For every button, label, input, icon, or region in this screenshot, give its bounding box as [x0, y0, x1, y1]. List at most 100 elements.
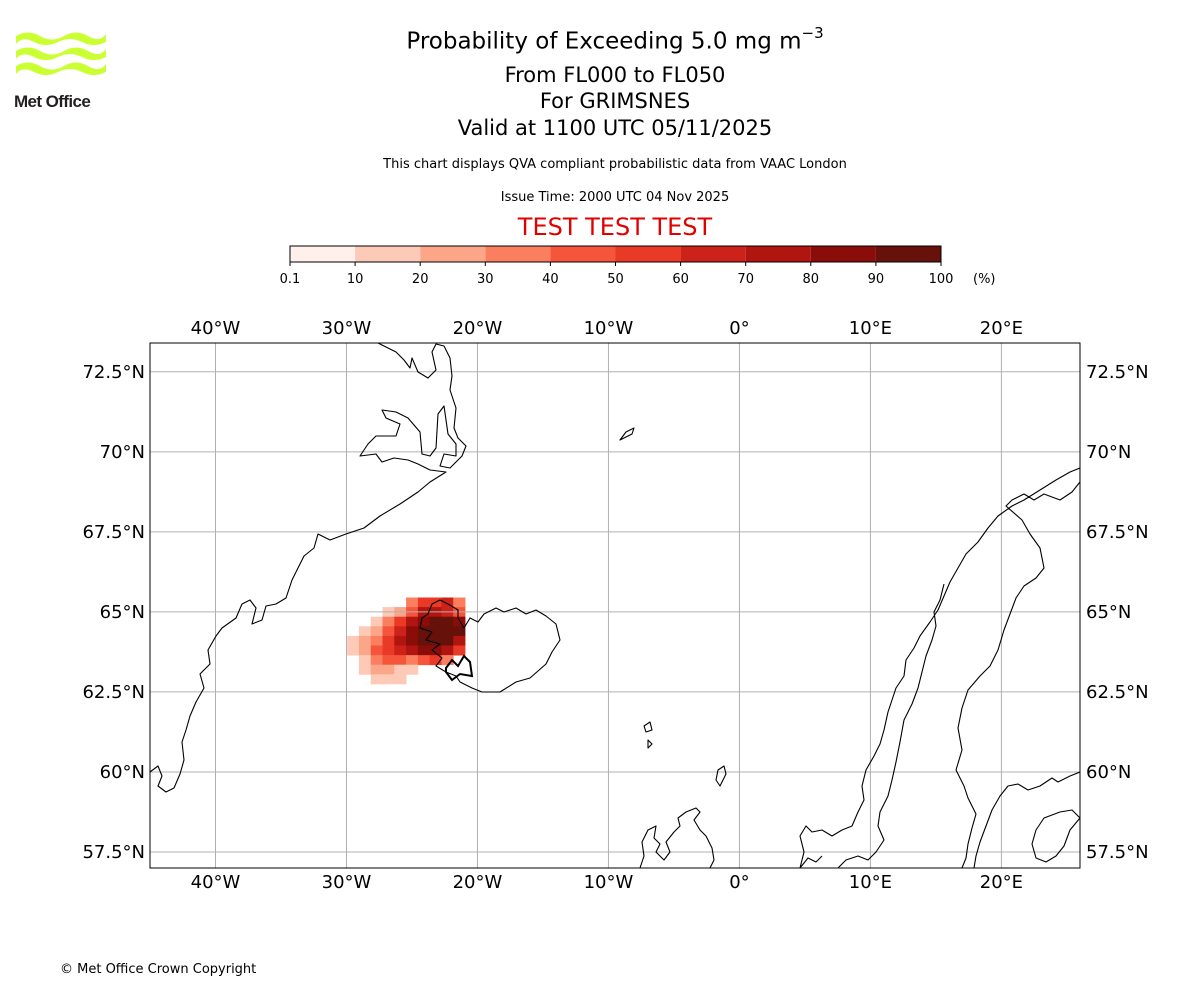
probability-cell — [441, 626, 454, 637]
probability-cell — [417, 635, 431, 646]
valid-time: Valid at 1100 UTC 05/11/2025 — [457, 116, 773, 140]
probability-cell — [394, 674, 407, 685]
probability-cell — [406, 597, 419, 608]
coastline-norway — [799, 467, 1080, 868]
lat-tick-label-left: 62.5°N — [82, 682, 145, 703]
test-banner: TEST TEST TEST — [517, 213, 713, 241]
probability-cell — [453, 645, 466, 656]
coastline-shetland — [715, 765, 727, 787]
lat-tick-label-left: 60°N — [100, 762, 145, 783]
probability-cell — [358, 626, 372, 637]
probability-cell — [382, 674, 395, 685]
lat-tick-label-right: 60°N — [1086, 762, 1131, 783]
lat-tick-label-right: 65°N — [1086, 602, 1131, 623]
probability-cell — [441, 616, 454, 627]
volcano-location-marker — [445, 654, 474, 682]
probability-cell — [406, 645, 419, 656]
probability-cell — [406, 664, 419, 675]
probability-cell — [370, 616, 383, 627]
probability-cell — [394, 616, 407, 627]
probability-cell — [394, 664, 407, 675]
probability-cell — [394, 655, 407, 666]
probability-cell — [370, 674, 383, 685]
lon-tick-label-bottom: 20°W — [453, 872, 503, 893]
probability-cell — [382, 635, 395, 646]
probability-cell — [382, 626, 395, 637]
logo: Met Office — [14, 30, 110, 114]
probability-cell — [370, 664, 383, 675]
probability-cell — [358, 635, 372, 646]
lat-tick-label-right: 67.5°N — [1086, 522, 1149, 543]
lat-tick-label-right: 70°N — [1086, 442, 1131, 463]
probability-cell — [382, 655, 395, 666]
lon-tick-label-bottom: 20°E — [980, 872, 1023, 893]
probability-cell — [429, 645, 442, 656]
lon-tick-label-bottom: 40°W — [191, 872, 241, 893]
lon-tick-label-top: 0° — [729, 318, 749, 339]
probability-cell — [358, 664, 372, 675]
coastline-jan-mayen — [619, 427, 635, 441]
lat-tick-label-left: 57.5°N — [82, 842, 145, 863]
lon-tick-label-bottom: 10°W — [584, 872, 634, 893]
probability-cell — [406, 635, 419, 646]
met-office-logo-text: Met Office — [14, 92, 91, 111]
probability-cell — [453, 635, 466, 646]
coastline-greenland — [150, 343, 467, 793]
probability-cell — [406, 616, 419, 627]
lat-tick-label-right: 57.5°N — [1086, 842, 1149, 863]
lat-tick-label-left: 70°N — [100, 442, 145, 463]
lat-tick-label-left: 67.5°N — [82, 522, 145, 543]
probability-cell — [441, 655, 454, 666]
probability-cell — [417, 626, 431, 637]
probability-cell — [382, 664, 395, 675]
probability-cell — [453, 626, 466, 637]
probability-cell — [358, 645, 372, 656]
probability-cell — [370, 635, 383, 646]
map-frame-background — [150, 343, 1080, 868]
probability-cell — [417, 655, 431, 666]
probability-cell — [394, 645, 407, 656]
lon-tick-label-top: 10°E — [849, 318, 892, 339]
probability-cell — [394, 635, 407, 646]
lon-tick-label-top: 40°W — [191, 318, 241, 339]
volcano-name: For GRIMSNES — [539, 89, 691, 113]
probability-cell — [382, 645, 395, 656]
probability-cell — [358, 655, 372, 666]
probability-cell — [453, 597, 466, 608]
probability-cell — [394, 626, 407, 637]
lon-tick-label-bottom: 0° — [729, 872, 749, 893]
met-office-waves-icon — [16, 32, 106, 75]
probability-cell — [441, 645, 454, 656]
level-range: From FL000 to FL050 — [504, 63, 726, 87]
probability-cell — [441, 597, 454, 608]
probability-cell — [429, 626, 442, 637]
probability-cell — [453, 616, 466, 627]
probability-cell — [429, 616, 442, 627]
chart-title: Probability of Exceeding 5.0 mg m−3 — [406, 24, 824, 55]
copyright-notice: © Met Office Crown Copyright — [60, 962, 257, 977]
probability-cell — [441, 635, 454, 646]
title-exponent: −3 — [801, 24, 824, 42]
probability-cell — [370, 626, 383, 637]
issue-time: Issue Time: 2000 UTC 04 Nov 2025 — [500, 190, 730, 205]
probability-cell — [429, 635, 442, 646]
lon-tick-label-top: 10°W — [584, 318, 634, 339]
lat-tick-label-right: 62.5°N — [1086, 682, 1149, 703]
probability-cell — [417, 645, 431, 656]
probability-cell — [417, 616, 431, 627]
coastline-sweden-finland — [973, 771, 1080, 868]
lat-tick-label-left: 72.5°N — [82, 362, 145, 383]
chart-description: This chart displays QVA compliant probab… — [383, 157, 847, 172]
probability-cell — [417, 597, 431, 608]
lon-tick-label-bottom: 10°E — [849, 872, 892, 893]
probability-cell — [347, 635, 360, 646]
lat-tick-label-left: 65°N — [100, 602, 145, 623]
probability-cell — [406, 655, 419, 666]
lon-tick-label-top: 20°W — [453, 318, 503, 339]
map-frame — [149, 342, 1081, 869]
coastline-scotland — [639, 807, 715, 868]
probability-cell — [406, 626, 419, 637]
probability-cell — [347, 645, 360, 656]
probability-cell — [382, 616, 395, 627]
